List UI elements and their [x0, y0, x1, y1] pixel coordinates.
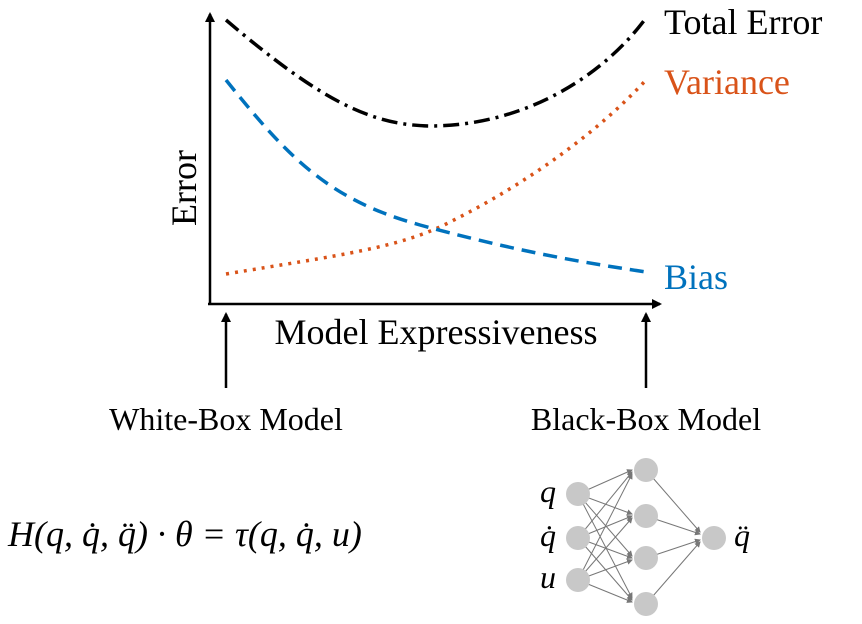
y-axis-label: Error [164, 150, 204, 226]
output-node-q-ddot [702, 526, 726, 550]
series-line-variance [225, 78, 648, 276]
network-output-label: q̈ [734, 517, 750, 553]
hidden-node-1 [634, 458, 658, 482]
series-line-bias [224, 78, 647, 274]
neural-network-diagram: q q̇ u q̈ [540, 458, 750, 616]
hidden-node-3 [634, 546, 658, 570]
chart-axes [205, 12, 662, 309]
series-label-total-error: Total Error [664, 2, 822, 42]
network-input-label-q: q [540, 473, 556, 509]
input-node-u [566, 568, 590, 592]
black-box-label: Black-Box Model [531, 401, 761, 437]
network-input-label-q-dot: q̇ [540, 517, 556, 553]
dynamics-equation: H(q, q̇, q̈) · θ = τ(q, q̇, u) [7, 514, 362, 554]
hidden-node-2 [634, 504, 658, 528]
network-edges [577, 469, 701, 605]
network-input-label-u: u [540, 559, 556, 595]
series-label-variance: Variance [664, 62, 790, 102]
white-box-label: White-Box Model [109, 401, 343, 437]
series-line-total-error [224, 16, 648, 128]
input-node-q-dot [566, 526, 590, 550]
network-nodes [566, 458, 726, 616]
hidden-node-4 [634, 592, 658, 616]
input-node-q [566, 482, 590, 506]
series-label-bias: Bias [664, 257, 728, 297]
x-axis-label: Model Expressiveness [275, 312, 598, 352]
